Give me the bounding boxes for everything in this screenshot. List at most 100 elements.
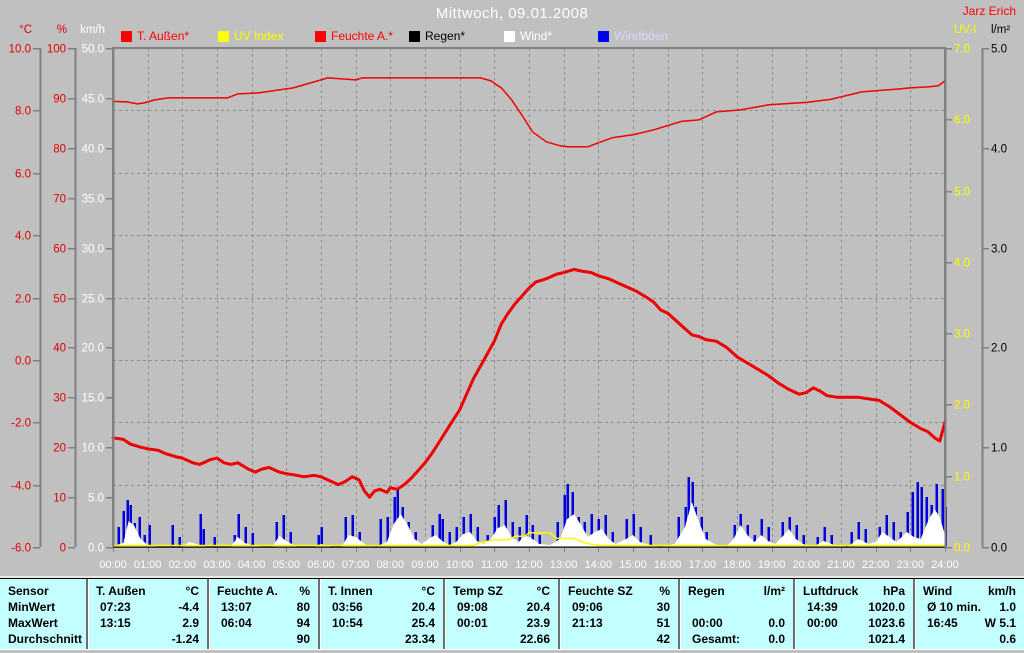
table-column-temp-sz: Temp SZ °C 09:08 20.4 00:01 23.9 22.66 — [443, 579, 558, 649]
table-min-row: 09:08 20.4 — [445, 599, 558, 615]
legend-label: Windböen — [614, 29, 669, 43]
value-time: Gesamt: — [692, 632, 741, 646]
sensor-unit: °C — [185, 584, 199, 598]
humidity-line — [112, 77, 946, 148]
table-column-luftdruck: Luftdruck hPa 14:39 1020.0 00:00 1023.6 1021.4 — [793, 579, 913, 649]
axis-tick-label: 3.0 — [991, 244, 1007, 256]
table-avg-row: 22.66 — [445, 631, 558, 647]
x-tick-label: 20:00 — [793, 559, 821, 571]
table-max-row: 00:01 23.9 — [445, 615, 558, 631]
axis-tick-label: 10.0 — [9, 44, 31, 56]
value-number: 1023.6 — [868, 616, 905, 630]
axis-tick-label: 60 — [53, 244, 66, 256]
value-time: 07:23 — [100, 600, 131, 614]
value-time — [680, 599, 692, 615]
table-avg-row: -1.24 — [88, 631, 207, 647]
x-tick-label: 03:00 — [203, 559, 231, 571]
axis-unit-label: l/m² — [991, 24, 1010, 36]
legend-swatch-icon — [121, 30, 132, 42]
axis-tick-label: 2.0 — [954, 400, 970, 412]
table-header-row: T. Außen °C — [88, 583, 207, 599]
table-min-row: 09:06 30 — [560, 599, 678, 615]
axis-tick-label: 4.0 — [954, 258, 970, 270]
value-time — [915, 631, 927, 647]
axis-tick-label: 2.0 — [15, 294, 31, 306]
axis-tick-label: 6.0 — [15, 169, 31, 181]
wind-area — [113, 502, 945, 547]
sensor-name: Temp SZ — [453, 584, 503, 598]
axis-humidity: 0 10 20 30 40 50 60 70 80 90 100% — [47, 24, 77, 555]
sensor-unit: hPa — [882, 584, 905, 598]
axis-tick-label: 20.0 — [82, 343, 104, 355]
value-time: 10:54 — [332, 616, 363, 630]
x-tick-label: 05:00 — [273, 559, 301, 571]
value-number: 80 — [296, 600, 310, 614]
weather-day-chart: -6.0 -4.0 -2.0 0.0 2.0 4.0 6.0 8.0 10.0 °C 0 10 20 30… — [9, 24, 1011, 571]
value-number: W 5.1 — [984, 616, 1016, 630]
value-time: 14:39 — [807, 600, 838, 614]
value-time: 16:45 — [927, 616, 958, 630]
legend-item-windb-en: Windböen — [598, 29, 668, 43]
axis-tick-label: 5.0 — [954, 187, 970, 199]
axis-tick-label: 0.0 — [88, 543, 104, 555]
table-row-label: MaxWert — [8, 616, 58, 630]
value-time: 00:00 — [807, 616, 838, 630]
axis-tick-label: 7.0 — [954, 44, 970, 56]
watermark-author: Jarz Erich — [962, 4, 1016, 18]
axis-tick-label: -2.0 — [11, 418, 31, 430]
value-time: 13:15 — [100, 616, 131, 630]
series-temp — [111, 267, 947, 499]
axis-tick-label: 1.0 — [954, 472, 970, 484]
legend-item-feuchte-a-: Feuchte A.* — [315, 29, 393, 43]
table-row-label: MinWert — [8, 600, 56, 614]
table-header-row: Regen l/m² — [680, 583, 793, 599]
table-min-row: 14:39 1020.0 — [795, 599, 913, 615]
table-column-t-innen: T. Innen °C 03:56 20.4 10:54 25.4 23.34 — [318, 579, 443, 649]
series-windspeed — [113, 502, 945, 547]
axis-uv: 0.0 1.0 2.0 3.0 4.0 5.0 6.0 7.0 UV-I — [944, 24, 976, 555]
legend-label: UV Index — [234, 29, 284, 43]
legend-item-uv-index: UV Index — [218, 29, 283, 43]
table-max-row: 10:54 25.4 — [320, 615, 443, 631]
value-number: 90 — [296, 632, 310, 646]
axis-tick-label: 20 — [53, 443, 66, 455]
legend-swatch-icon — [504, 30, 515, 42]
axis-temp: -6.0 -4.0 -2.0 0.0 2.0 4.0 6.0 8.0 10.0 °C — [9, 24, 42, 555]
axis-tick-label: 30.0 — [82, 244, 104, 256]
axis-tick-label: 0.0 — [15, 356, 31, 368]
value-number: 0.0 — [768, 632, 785, 646]
table-avg-row: Gesamt: 0.0 — [680, 631, 793, 647]
x-tick-label: 09:00 — [411, 559, 439, 571]
value-time — [445, 631, 457, 647]
legend-swatch-icon — [598, 30, 609, 42]
x-tick-label: 12:00 — [515, 559, 543, 571]
axis-tick-label: 5.0 — [991, 44, 1007, 56]
table-avg-row: 0.6 — [915, 631, 1024, 647]
value-number: 42 — [656, 632, 670, 646]
table-row-label: Durchschnitt — [8, 632, 83, 646]
axis-tick-label: 25.0 — [82, 294, 104, 306]
legend-label: Regen* — [425, 29, 466, 43]
axis-tick-label: 0 — [60, 543, 66, 555]
uv-line — [112, 531, 946, 547]
axis-tick-label: 1.0 — [991, 443, 1007, 455]
temp-line — [111, 267, 947, 499]
x-tick-label: 10:00 — [446, 559, 474, 571]
series-gusts — [117, 477, 947, 547]
table-row-label: Sensor — [8, 584, 49, 598]
axis-tick-label: 5.0 — [88, 493, 104, 505]
axis-tick-label: 100 — [47, 44, 66, 56]
axis-tick-label: 50 — [53, 294, 66, 306]
gridlines — [113, 48, 945, 547]
x-tick-label: 08:00 — [377, 559, 405, 571]
axis-tick-label: 15.0 — [82, 393, 104, 405]
value-time: 03:56 — [332, 600, 363, 614]
x-tick-label: 06:00 — [307, 559, 335, 571]
table-header-row: T. Innen °C — [320, 583, 443, 599]
value-number: 94 — [296, 616, 310, 630]
legend-item-wind-: Wind* — [504, 29, 552, 43]
table-column-wind: Wind km/h Ø 10 min. 1.0 16:45 W 5.1 0.6 — [913, 579, 1024, 649]
axis-unit-label: UV-I — [954, 24, 976, 36]
sensor-name: Feuchte A. — [217, 584, 278, 598]
x-axis: 00:00 01:00 02:00 03:00 04:00 05:00 06:00 07:00… — [99, 548, 959, 571]
